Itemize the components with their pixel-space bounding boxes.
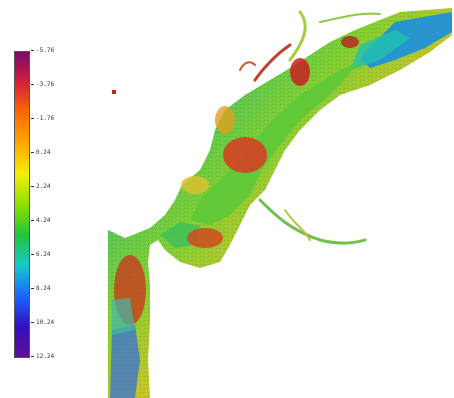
colorbar-tick: 0.24	[31, 150, 50, 156]
colorbar-tick: 4.24	[31, 218, 50, 224]
lower-channel	[110, 298, 140, 398]
colorbar-tick: 12.24	[31, 354, 54, 360]
river-body	[108, 8, 452, 398]
colorbar	[14, 51, 30, 358]
colorbar-tick: -5.76	[31, 48, 54, 54]
colorbar-tick: -1.76	[31, 116, 54, 122]
deep-channel	[350, 12, 452, 70]
colorbar-tick: 2.24	[31, 184, 50, 190]
shoals	[114, 36, 359, 325]
colorbar-tick: 10.24	[31, 320, 54, 326]
tributaries	[239, 10, 381, 245]
colorbar-tick: -3.76	[31, 82, 54, 88]
colorbar-tick: 6.24	[31, 252, 50, 258]
isolated-sounding	[112, 90, 116, 94]
colorbar-tick: 8.24	[31, 286, 50, 292]
